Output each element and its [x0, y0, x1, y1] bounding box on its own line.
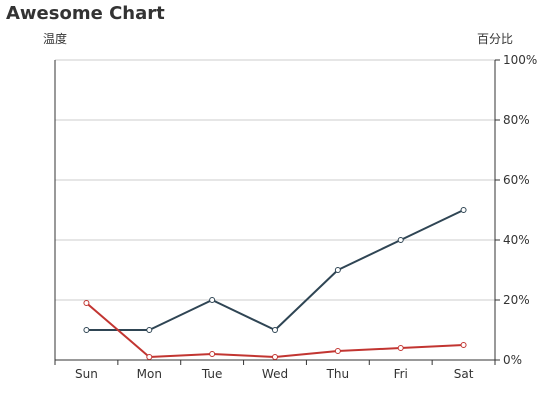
- series-2-point: [146, 354, 153, 360]
- y-right-tick-label: 80%: [503, 113, 530, 127]
- series-2-point: [460, 342, 467, 348]
- y-right-tick-label: 100%: [503, 53, 537, 67]
- series-group: [83, 207, 467, 360]
- y-right-tick-label: 40%: [503, 233, 530, 247]
- x-tick-label-sun: Sun: [75, 367, 98, 381]
- series-1-line: [86, 209, 465, 331]
- x-tick-label-mon: Mon: [137, 367, 162, 381]
- y-axis-right-label: 百分比: [477, 32, 513, 46]
- y-right-tick-label: 0%: [503, 353, 522, 367]
- series-2-point: [334, 348, 341, 354]
- x-tick-label-sat: Sat: [454, 367, 474, 381]
- series-2-point: [83, 300, 90, 306]
- series-1-point: [460, 207, 467, 213]
- x-tick-label-thu: Thu: [326, 367, 350, 381]
- x-tick-labels: Sun Mon Tue Wed Thu Fri Sat: [75, 367, 474, 381]
- grid-lines: [55, 59, 495, 301]
- x-tick-label-fri: Fri: [394, 367, 408, 381]
- series-2-point: [209, 351, 216, 357]
- series-1-point: [334, 267, 341, 273]
- axes: [54, 59, 500, 365]
- series-1-point: [146, 327, 153, 333]
- y-right-tick-label: 20%: [503, 293, 530, 307]
- series-1-point: [272, 327, 278, 333]
- series-2-point: [272, 354, 278, 360]
- series-1-point: [83, 327, 90, 333]
- y-right-tick-label: 60%: [503, 173, 530, 187]
- series-1-point: [397, 237, 404, 243]
- y-tick-labels: 0% 20% 40% 60% 80% 100%: [503, 53, 537, 367]
- series-1-point: [209, 297, 216, 303]
- series-2-point: [397, 345, 404, 351]
- chart-title: Awesome Chart: [6, 3, 165, 24]
- x-tick-label-tue: Tue: [201, 367, 223, 381]
- x-tick-label-wed: Wed: [262, 367, 288, 381]
- y-axis-left-label: 温度: [43, 31, 67, 46]
